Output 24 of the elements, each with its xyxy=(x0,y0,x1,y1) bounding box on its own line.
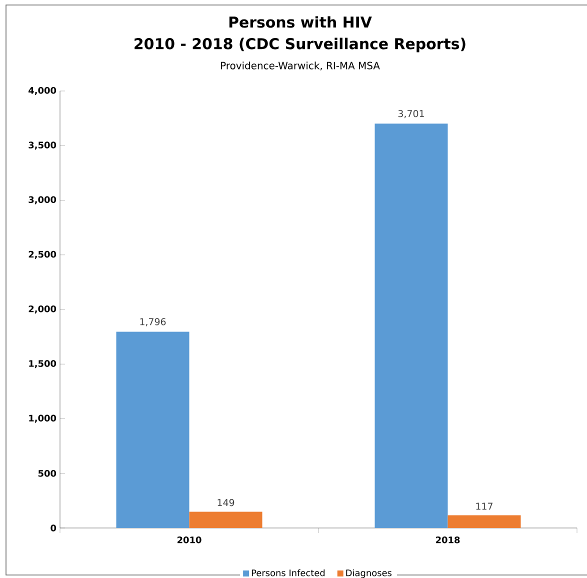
y-tick-label: 4,000 xyxy=(28,87,56,95)
data-label: 1,796 xyxy=(140,318,166,326)
y-tick-label: 500 xyxy=(38,470,56,477)
bar xyxy=(374,124,448,528)
y-tick-label: 2,000 xyxy=(28,306,56,314)
y-tick-label: 0 xyxy=(50,524,56,532)
x-tick-label: 2010 xyxy=(177,536,202,544)
legend-label: Persons Infected xyxy=(252,569,325,576)
data-label: 149 xyxy=(218,499,234,506)
data-label: 3,701 xyxy=(398,110,424,118)
bar xyxy=(448,515,521,528)
x-tick-label: 2018 xyxy=(436,536,460,544)
y-tick-label: 1,000 xyxy=(29,414,56,423)
bar xyxy=(116,332,190,528)
chart-subtitle: 2010 - 2018 (CDC Surveillance Reports) xyxy=(134,38,466,52)
y-tick-label: 1,500 xyxy=(29,360,56,368)
legend-label: Diagnoses xyxy=(346,569,392,578)
y-tick-label: 3,000 xyxy=(28,196,56,204)
bar xyxy=(189,512,262,528)
data-label: 117 xyxy=(476,502,492,510)
y-tick-label: 3,500 xyxy=(28,142,56,150)
text: Providence-Warwick, RI-MA MSA xyxy=(221,62,380,70)
chart-title: Persons with HIV xyxy=(229,16,372,28)
y-tick-label: 2,500 xyxy=(28,250,56,259)
